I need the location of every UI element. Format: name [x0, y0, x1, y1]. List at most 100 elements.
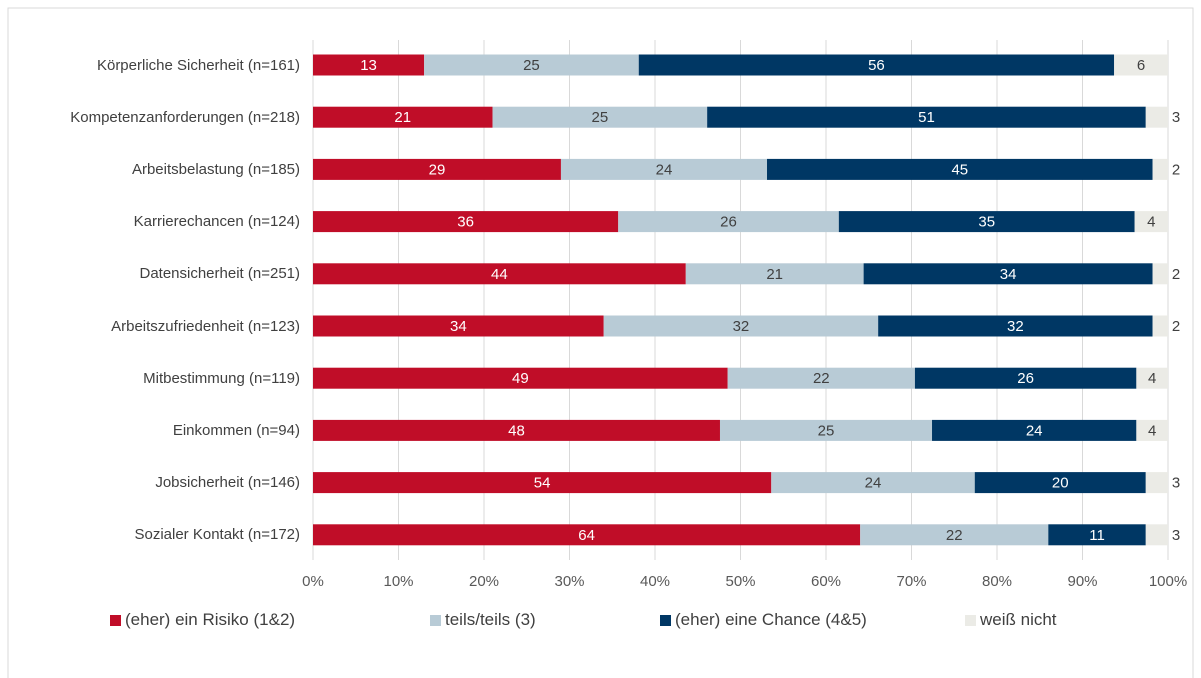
bar-segment	[313, 472, 772, 494]
bar-segment	[313, 158, 561, 180]
bar-segment	[974, 472, 1146, 494]
bar-segment	[1152, 158, 1168, 180]
data-label: 25	[523, 57, 540, 74]
data-label: 48	[508, 422, 525, 439]
data-label: 32	[1007, 318, 1024, 335]
x-tick-label: 100%	[1149, 573, 1187, 590]
x-tick-label: 40%	[640, 573, 670, 590]
legend-item: (eher) eine Chance (4&5)	[660, 610, 867, 630]
legend-swatch	[110, 614, 121, 626]
data-label: 49	[512, 370, 529, 387]
bar-segment	[838, 211, 1135, 233]
bar-segment	[771, 472, 975, 494]
category-label: Mitbestimmung (n=119)	[143, 369, 300, 387]
bar-segment	[560, 158, 768, 180]
data-label: 24	[656, 161, 673, 178]
bar-segment	[618, 211, 839, 233]
data-label: 4	[1148, 422, 1156, 439]
legend-swatch	[660, 614, 671, 626]
data-label: 3	[1172, 109, 1180, 126]
data-label: 26	[720, 214, 737, 231]
bar-segment	[313, 54, 425, 76]
bar-segment	[603, 315, 879, 337]
data-label: 64	[578, 527, 595, 544]
bar-segment	[1145, 106, 1168, 128]
data-label: 44	[491, 266, 508, 283]
category-label: Arbeitsbelastung (n=185)	[131, 160, 300, 178]
x-tick-label: 70%	[896, 573, 926, 590]
bar-segment	[727, 367, 915, 389]
data-label: 51	[918, 109, 935, 126]
bar-segment	[1145, 524, 1168, 546]
data-label: 34	[1000, 266, 1017, 283]
category-label: Körperliche Sicherheit (n=161)	[96, 56, 300, 74]
data-label: 56	[868, 57, 885, 74]
data-label: 3	[1172, 475, 1180, 492]
legend-swatch	[430, 614, 441, 626]
data-label: 2	[1172, 161, 1180, 178]
legend-label: (eher) eine Chance (4&5)	[675, 610, 867, 629]
bar-segment	[1048, 524, 1146, 546]
bar-segment	[313, 367, 728, 389]
data-label: 29	[429, 161, 446, 178]
data-label: 2	[1172, 266, 1180, 283]
bar-segment	[313, 211, 619, 233]
category-label: Jobsicherheit (n=146)	[155, 474, 300, 492]
legend-item: weiß nicht	[965, 610, 1057, 630]
bar-segment	[1114, 54, 1168, 76]
data-label: 25	[592, 109, 609, 126]
data-label: 26	[1017, 370, 1034, 387]
x-tick-label: 0%	[302, 573, 324, 590]
frame	[7, 7, 1194, 678]
bar-segment	[1136, 419, 1168, 441]
bar-segment	[932, 419, 1137, 441]
category-label: Arbeitszufriedenheit (n=123)	[111, 317, 300, 335]
x-tick-label: 30%	[554, 573, 584, 590]
legend-label: (eher) ein Risiko (1&2)	[125, 610, 296, 629]
data-label: 45	[951, 161, 968, 178]
legend-label: teils/teils (3)	[445, 610, 536, 629]
x-tick-label: 20%	[469, 573, 499, 590]
data-label: 54	[534, 475, 551, 492]
bar-segment	[914, 367, 1137, 389]
bar-segment	[1145, 472, 1168, 494]
data-label: 21	[766, 266, 783, 283]
data-label: 6	[1137, 57, 1145, 74]
category-label: Datensicherheit (n=251)	[139, 265, 300, 283]
data-label: 11	[1089, 527, 1105, 544]
data-label: 22	[946, 527, 963, 544]
data-label: 4	[1147, 214, 1155, 231]
bar-segment	[424, 54, 639, 76]
data-label: 3	[1172, 527, 1180, 544]
bar-segment	[863, 263, 1153, 285]
bar-segment	[313, 315, 604, 337]
legend-swatch	[965, 614, 976, 626]
bar-segment	[1136, 367, 1168, 389]
bar-segment	[878, 315, 1153, 337]
data-label: 24	[1026, 422, 1043, 439]
x-tick-label: 10%	[383, 573, 413, 590]
data-label: 35	[978, 214, 995, 231]
data-label: 22	[813, 370, 830, 387]
bar-segment	[767, 158, 1153, 180]
data-label: 4	[1148, 370, 1156, 387]
bar-segment	[313, 106, 493, 128]
bar-segment	[719, 419, 933, 441]
bar-segment	[313, 419, 720, 441]
bar-segment	[313, 524, 861, 546]
data-label: 25	[818, 422, 835, 439]
x-tick-label: 60%	[811, 573, 841, 590]
data-label: 20	[1052, 475, 1069, 492]
data-label: 2	[1172, 318, 1180, 335]
x-tick-label: 80%	[982, 573, 1012, 590]
x-tick-label: 90%	[1067, 573, 1097, 590]
bar-segment	[707, 106, 1146, 128]
bar-segment	[313, 263, 686, 285]
bar-segment	[685, 263, 864, 285]
category-label: Karrierechancen (n=124)	[133, 213, 300, 231]
category-label: Einkommen (n=94)	[172, 421, 300, 439]
data-label: 24	[865, 475, 882, 492]
x-tick-label: 50%	[725, 573, 755, 590]
